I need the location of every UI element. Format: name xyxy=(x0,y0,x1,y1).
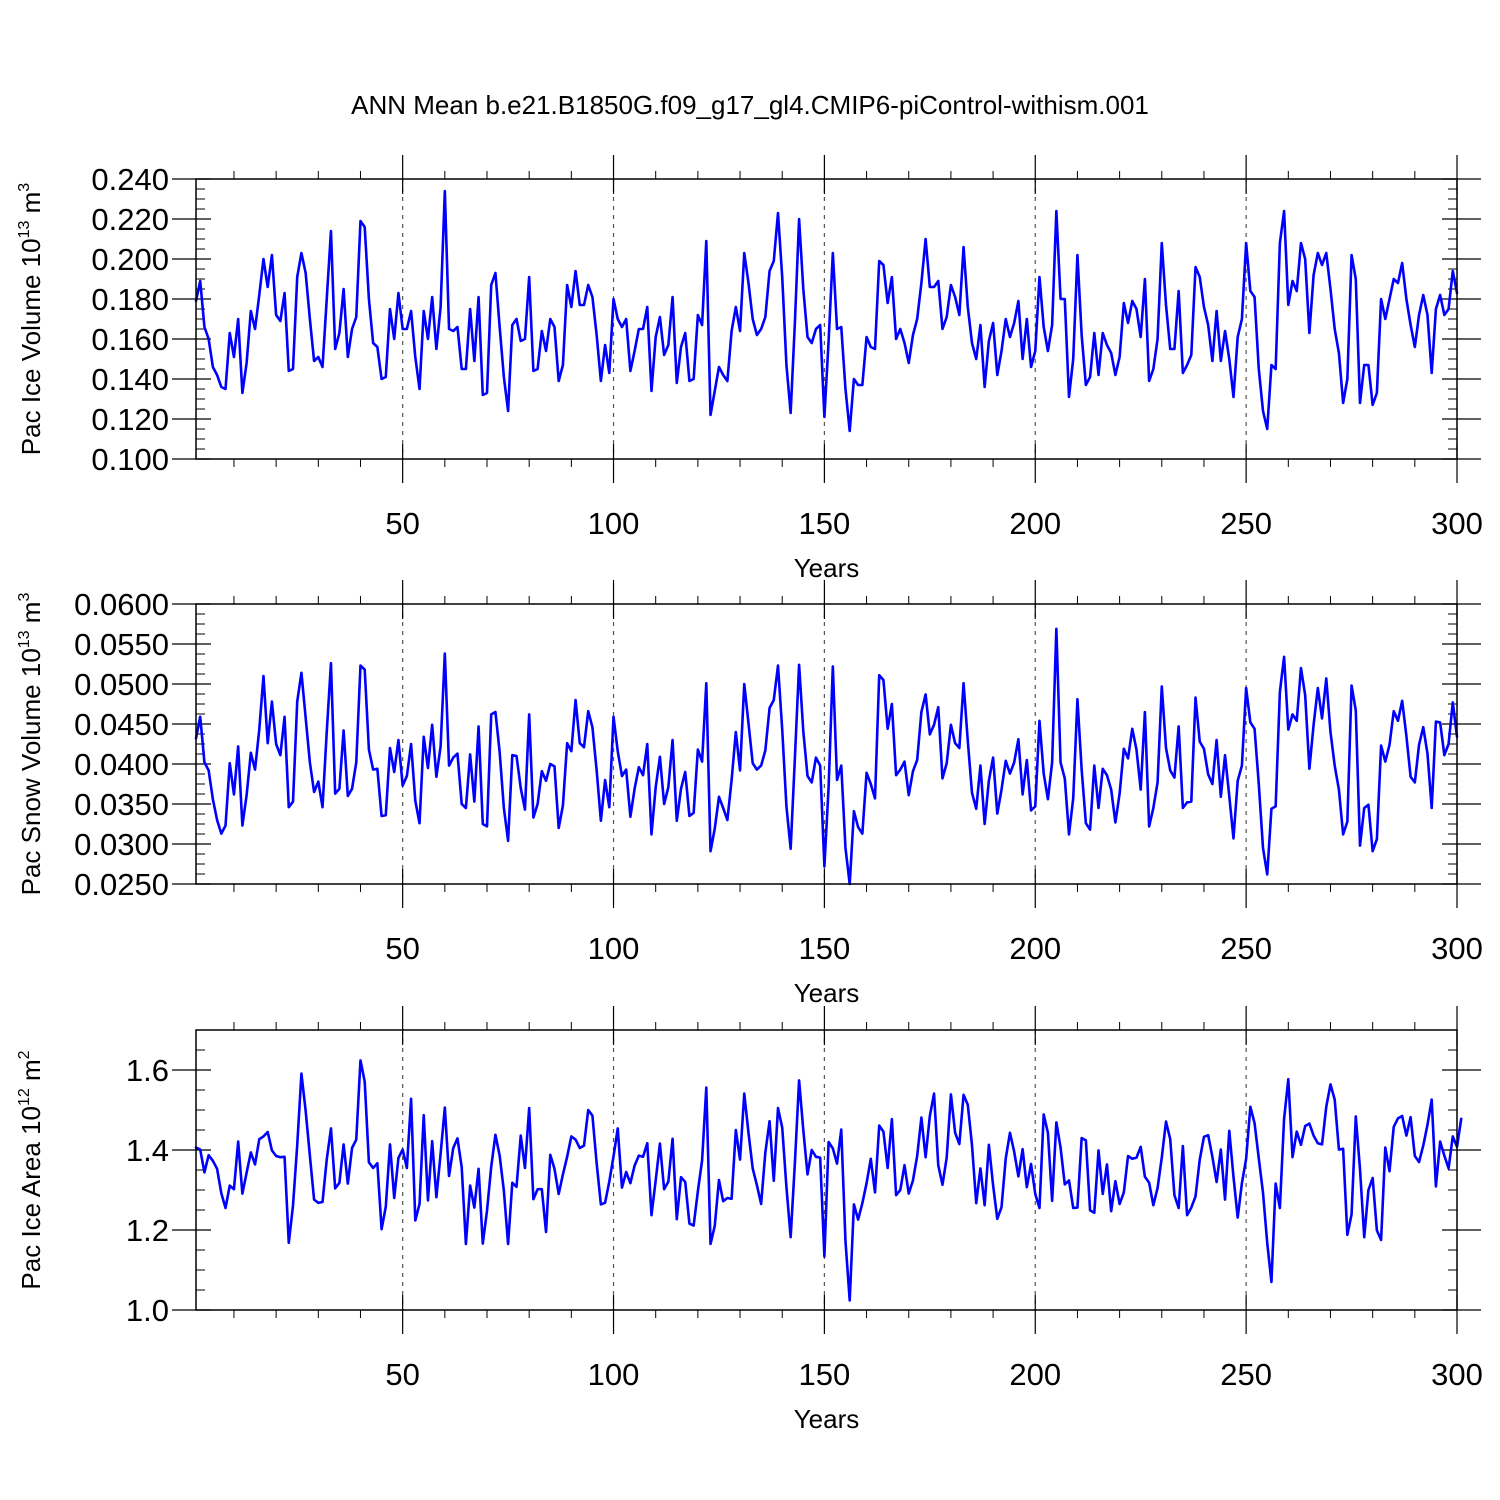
snow-volume-ytick-label: 0.0500 xyxy=(74,667,169,702)
ice-area-series-line xyxy=(194,1059,1463,1302)
ice-volume-xaxis-label: Years xyxy=(794,553,860,583)
snow-volume-panel: 0.0250 0.0300 0.0350 0.0400 0.0450 0.0500 0.05… xyxy=(16,580,1483,1008)
snow-volume-series-line xyxy=(194,627,1459,886)
snow-volume-ytick-label: 0.0300 xyxy=(74,827,169,862)
snow-volume-yaxis-label: Pac Snow Volume 1013 m3 xyxy=(16,593,46,896)
snow-volume-xaxis-label: Years xyxy=(794,978,860,1008)
snow-volume-plot-frame xyxy=(195,603,1458,885)
ice-volume-ytick-label: 0.140 xyxy=(91,362,169,397)
ice-area-ytick-label: 1.6 xyxy=(126,1053,169,1088)
ice-volume-xtick-label: 300 xyxy=(1431,506,1483,541)
ice-volume-ytick-label: 0.240 xyxy=(91,162,169,197)
ice-volume-ytick-label: 0.160 xyxy=(91,322,169,357)
snow-volume-ytick-label: 0.0350 xyxy=(74,787,169,822)
ice-volume-series-line xyxy=(194,189,1459,433)
ice-area-xtick-label: 150 xyxy=(799,1357,851,1392)
ice-volume-yaxis-label: Pac Ice Volume 1013 m3 xyxy=(16,183,46,456)
ice-volume-ytick-label: 0.100 xyxy=(91,442,169,477)
ice-area-xtick-label: 50 xyxy=(385,1357,419,1392)
ice-volume-plot-frame xyxy=(195,178,1458,460)
snow-volume-xtick-label: 150 xyxy=(799,931,851,966)
snow-volume-ytick-label: 0.0450 xyxy=(74,707,169,742)
chart-title: ANN Mean b.e21.B1850G.f09_g17_gl4.CMIP6-… xyxy=(351,90,1149,120)
ice-area-ytick-label: 1.4 xyxy=(126,1133,169,1168)
ice-area-panel: 1.0 1.2 1.4 1.6 50 100 150 200 250 300 Years Pac Ic… xyxy=(16,1006,1483,1434)
snow-volume-xtick-label: 50 xyxy=(385,931,419,966)
snow-volume-ytick-label: 0.0600 xyxy=(74,587,169,622)
ice-volume-ytick-label: 0.200 xyxy=(91,242,169,277)
ice-area-xtick-label: 200 xyxy=(1009,1357,1061,1392)
snow-volume-xtick-label: 100 xyxy=(588,931,640,966)
snow-volume-ytick-label: 0.0400 xyxy=(74,747,169,782)
ice-volume-ytick-label: 0.220 xyxy=(91,202,169,237)
ice-volume-xtick-label: 100 xyxy=(588,506,640,541)
ice-area-yaxis-label: Pac Ice Area 1012 m2 xyxy=(16,1050,46,1289)
snow-volume-ytick-label: 0.0550 xyxy=(74,627,169,662)
ice-area-xtick-label: 100 xyxy=(588,1357,640,1392)
ice-volume-xtick-label: 200 xyxy=(1009,506,1061,541)
ice-volume-xtick-label: 50 xyxy=(385,506,419,541)
ice-area-xaxis-label: Years xyxy=(794,1404,860,1434)
ice-area-xtick-label: 300 xyxy=(1431,1357,1483,1392)
snow-volume-xtick-label: 200 xyxy=(1009,931,1061,966)
snow-volume-xtick-label: 300 xyxy=(1431,931,1483,966)
ice-volume-ytick-label: 0.120 xyxy=(91,402,169,437)
ice-area-xtick-label: 250 xyxy=(1220,1357,1272,1392)
ice-area-ytick-label: 1.0 xyxy=(126,1293,169,1328)
ice-volume-xtick-label: 150 xyxy=(799,506,851,541)
snow-volume-xtick-label: 250 xyxy=(1220,931,1272,966)
ice-volume-xtick-label: 250 xyxy=(1220,506,1272,541)
snow-volume-ytick-label: 0.0250 xyxy=(74,867,169,902)
ice-area-ytick-label: 1.2 xyxy=(126,1213,169,1248)
ice-volume-ytick-label: 0.180 xyxy=(91,282,169,317)
ice-area-plot-frame xyxy=(195,1029,1458,1311)
ice-volume-panel: 0.100 0.120 0.140 0.160 0.180 0.200 0.220 0.240… xyxy=(16,155,1483,583)
